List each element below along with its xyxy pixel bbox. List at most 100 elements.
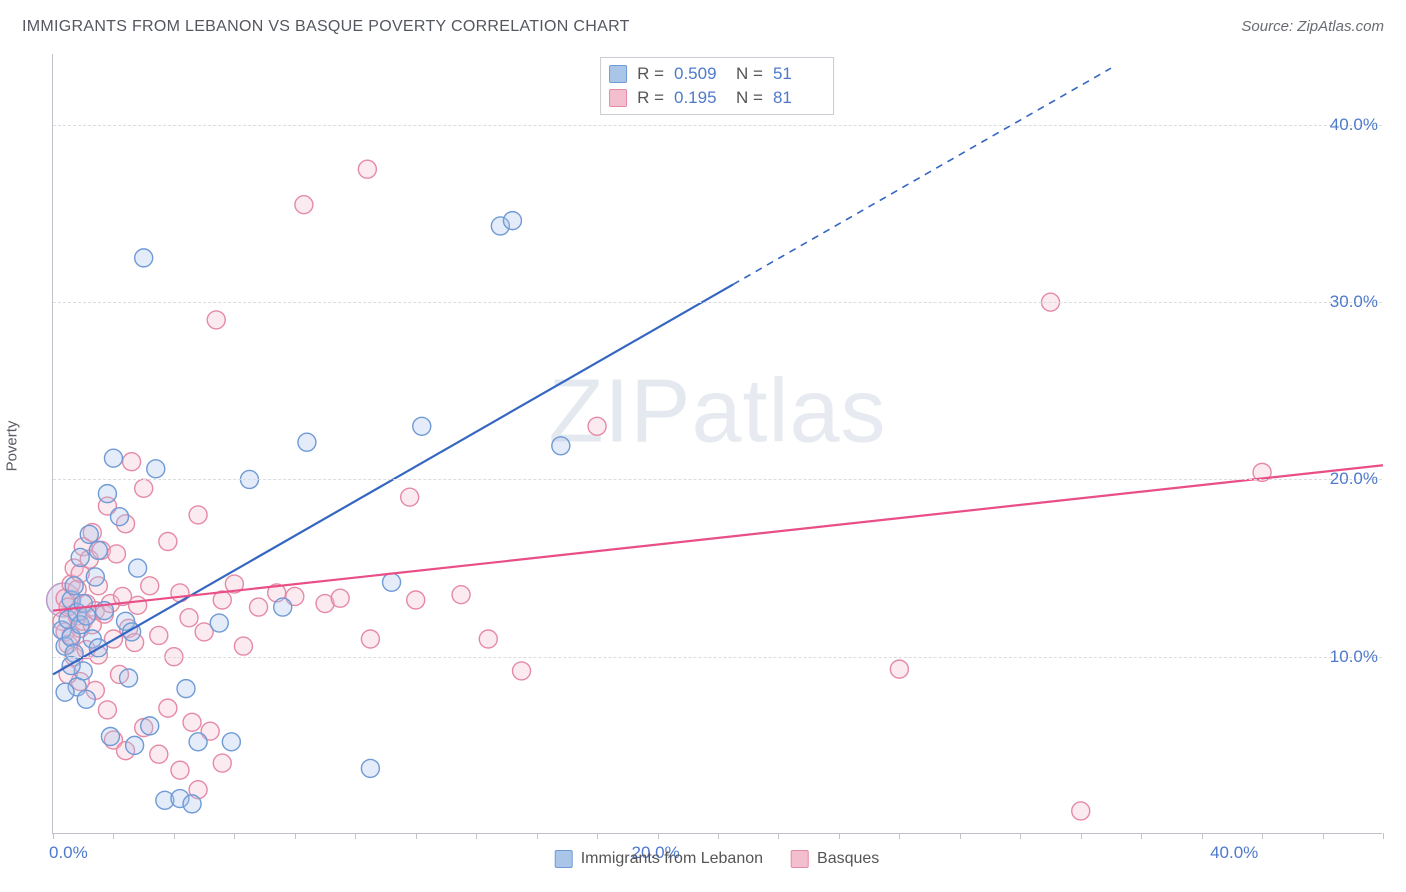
scatter-point [890,660,908,678]
legend-n-value-0: 51 [773,62,825,86]
legend-item-1: Basques [791,850,879,868]
scatter-point [147,460,165,478]
scatter-point [141,577,159,595]
scatter-point [180,609,198,627]
xtick [1081,833,1082,839]
scatter-point [150,745,168,763]
legend-r-value-1: 0.195 [674,86,726,110]
legend-n-label-1: N = [736,86,763,110]
scatter-point [104,449,122,467]
scatter-point [77,607,95,625]
y-axis-label: Poverty [4,421,21,472]
xtick [899,833,900,839]
ytick-label: 30.0% [1330,292,1384,312]
xtick [174,833,175,839]
scatter-point [129,559,147,577]
scatter-point [222,733,240,751]
xtick [234,833,235,839]
scatter-point [129,596,147,614]
scatter-point [77,690,95,708]
scatter-point [159,699,177,717]
plot-frame: ZIPatlas 10.0%20.0%30.0%40.0%0.0%20.0%40… [52,54,1382,834]
scatter-point [183,713,201,731]
scatter-point [358,160,376,178]
scatter-point [71,548,89,566]
xtick [295,833,296,839]
legend-bottom-swatch-1 [791,850,809,868]
scatter-point [107,545,125,563]
source-name: ZipAtlas.com [1297,18,1384,35]
chart-area: ZIPatlas 10.0%20.0%30.0%40.0%0.0%20.0%40… [52,54,1382,834]
xtick [1141,833,1142,839]
xtick [597,833,598,839]
scatter-point [189,506,207,524]
scatter-point [383,573,401,591]
scatter-point [298,433,316,451]
scatter-point [213,754,231,772]
gridline-h [53,302,1382,303]
xtick [658,833,659,839]
scatter-point [207,311,225,329]
xtick [537,833,538,839]
scatter-point [189,733,207,751]
source-attribution: Source: ZipAtlas.com [1241,18,1384,35]
legend-swatch-0 [609,65,627,83]
scatter-point [274,598,292,616]
legend-r-label-0: R = [637,62,664,86]
gridline-h [53,125,1382,126]
xtick [113,833,114,839]
scatter-point [361,630,379,648]
legend-r-label-1: R = [637,86,664,110]
scatter-point [331,589,349,607]
scatter-point [250,598,268,616]
legend-bottom-swatch-0 [555,850,573,868]
scatter-point [407,591,425,609]
source-prefix: Source: [1241,18,1297,35]
ytick-label: 40.0% [1330,115,1384,135]
scatter-point [80,525,98,543]
plot-svg [53,54,1383,834]
legend-stats-row-0: R = 0.509 N = 51 [609,62,825,86]
xtick [778,833,779,839]
scatter-point [479,630,497,648]
gridline-h [53,479,1382,480]
chart-title: IMMIGRANTS FROM LEBANON VS BASQUE POVERT… [22,18,630,36]
xtick [53,833,54,839]
xtick [355,833,356,839]
scatter-point [135,249,153,267]
xtick-label: 40.0% [1210,843,1258,863]
xtick [416,833,417,839]
xtick [1383,833,1384,839]
xtick [476,833,477,839]
xtick [1020,833,1021,839]
scatter-point [120,669,138,687]
scatter-point [513,662,531,680]
xtick [1262,833,1263,839]
scatter-point [413,417,431,435]
scatter-point [552,437,570,455]
xtick-label: 0.0% [49,843,88,863]
scatter-point [135,479,153,497]
scatter-point [234,637,252,655]
legend-stats: R = 0.509 N = 51 R = 0.195 N = 81 [600,57,834,115]
scatter-point [1072,802,1090,820]
xtick [839,833,840,839]
scatter-point [503,212,521,230]
legend-n-value-1: 81 [773,86,825,110]
legend-item-0: Immigrants from Lebanon [555,850,763,868]
scatter-point [126,736,144,754]
scatter-point [361,759,379,777]
gridline-h [53,657,1382,658]
legend-series-label-1: Basques [817,850,879,868]
scatter-point [588,417,606,435]
xtick [960,833,961,839]
scatter-point [150,626,168,644]
scatter-point [171,761,189,779]
ytick-label: 20.0% [1330,469,1384,489]
legend-stats-row-1: R = 0.195 N = 81 [609,86,825,110]
xtick [1202,833,1203,839]
scatter-point [141,717,159,735]
xtick [718,833,719,839]
scatter-point [210,614,228,632]
legend-n-label-0: N = [736,62,763,86]
